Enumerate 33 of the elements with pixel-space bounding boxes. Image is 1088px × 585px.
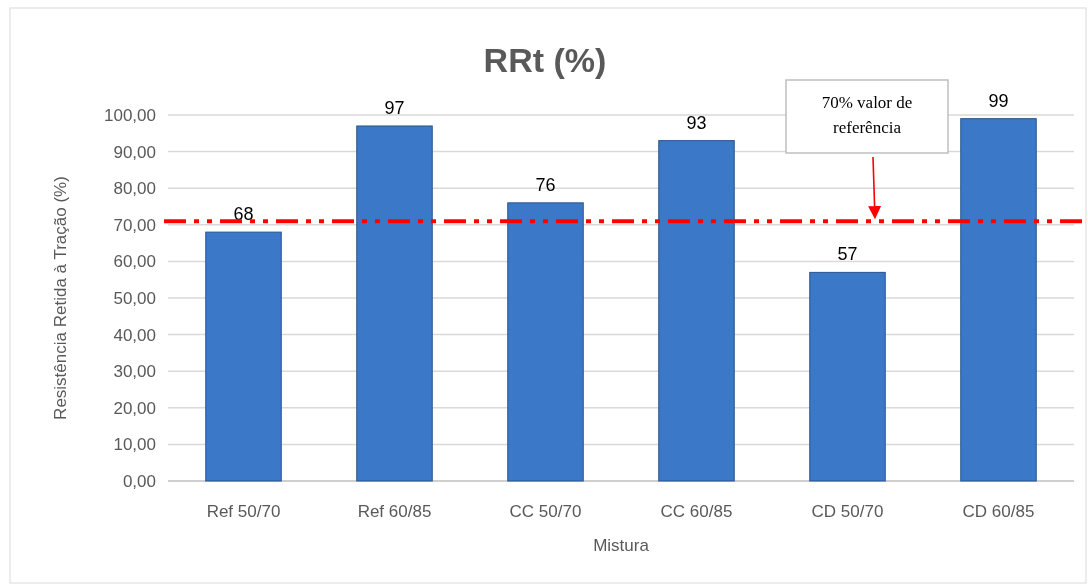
- x-tick-label: CC 60/85: [660, 502, 733, 521]
- x-tick-label: CD 50/70: [811, 502, 884, 521]
- chart-title: RRt (%): [483, 41, 607, 79]
- data-label: 99: [988, 90, 1009, 111]
- y-axis-title: Resistência Retida à Tração (%): [51, 176, 70, 420]
- x-tick-label: CD 60/85: [962, 502, 1035, 521]
- data-label: 57: [837, 244, 858, 265]
- y-tick-label: 30,00: [113, 362, 156, 382]
- bar: [507, 202, 584, 482]
- y-tick-label: 0,00: [122, 471, 156, 491]
- y-tick-label: 100,00: [104, 105, 156, 125]
- data-label: 68: [233, 204, 254, 225]
- x-tick-label: CC 50/70: [509, 502, 582, 521]
- y-tick-label: 50,00: [113, 288, 156, 308]
- y-tick-label: 90,00: [113, 142, 156, 162]
- data-label: 76: [535, 174, 556, 195]
- x-tick-label: Ref 60/85: [357, 502, 432, 521]
- bar: [960, 118, 1037, 482]
- bar: [205, 231, 282, 482]
- x-tick-label: Ref 50/70: [206, 502, 281, 521]
- y-tick-label: 80,00: [113, 179, 156, 199]
- bar: [809, 271, 886, 482]
- data-label: 97: [384, 97, 405, 118]
- bar: [658, 140, 735, 482]
- y-tick-label: 60,00: [113, 252, 156, 272]
- annotation: 70% valor de referência: [821, 93, 913, 137]
- y-tick-label: 20,00: [113, 398, 156, 418]
- data-label: 93: [686, 112, 707, 133]
- x-axis-title: Mistura: [593, 536, 650, 555]
- y-tick-label: 40,00: [113, 325, 156, 345]
- bar: [356, 125, 433, 482]
- y-tick-label: 70,00: [113, 215, 156, 235]
- y-tick-label: 10,00: [113, 435, 156, 455]
